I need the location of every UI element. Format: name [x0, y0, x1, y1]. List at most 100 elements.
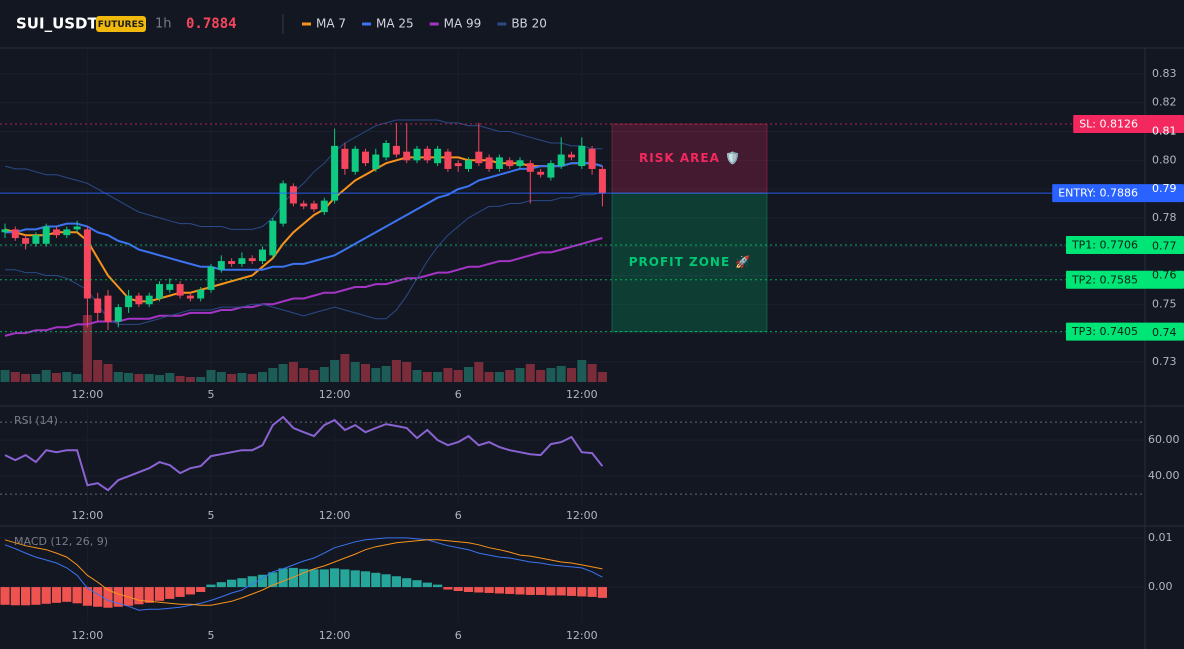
macd-histogram-bar: [577, 587, 587, 597]
macd-histogram-bar: [505, 587, 515, 594]
macd-histogram-bar: [185, 587, 195, 595]
x-tick-label: 12:00: [72, 629, 104, 642]
macd-histogram-bar: [453, 587, 463, 592]
level-tag-label: SL: 0.8126: [1079, 118, 1138, 131]
level-tag-bg: [1065, 322, 1184, 341]
macd-histogram-bar: [319, 569, 329, 588]
candle-body: [362, 151, 369, 164]
candle-body: [83, 229, 91, 299]
macd-histogram-bar: [381, 574, 391, 588]
macd-histogram-bar: [443, 587, 453, 590]
x-tick-label: 12:00: [319, 509, 351, 522]
volume-bar: [525, 364, 535, 382]
macd-histogram-bar: [196, 587, 206, 592]
volume-bar: [350, 362, 360, 382]
volume-bar: [0, 370, 10, 382]
legend-label: BB 20: [511, 17, 547, 31]
zone-label: PROFIT ZONE 🚀: [629, 255, 752, 269]
y-tick-label: 0.80: [1152, 153, 1177, 166]
level-tag: SL: 0.8126: [1073, 115, 1184, 134]
volume-bar: [361, 364, 370, 382]
macd-histogram-bar: [350, 570, 360, 588]
macd-histogram-bar: [134, 587, 144, 605]
candle-body: [217, 261, 225, 270]
volume-bar: [41, 370, 51, 382]
x-tick-label: 12:00: [319, 388, 351, 401]
macd-histogram-bar: [10, 587, 20, 606]
y-tick-label: 60.00: [1148, 433, 1180, 446]
y-tick-label: 0.74: [1152, 326, 1177, 339]
candle-body: [351, 148, 359, 172]
candle-body: [53, 229, 60, 236]
candle-body: [320, 200, 328, 213]
candle-body: [516, 160, 524, 167]
candle-body: [1, 229, 9, 233]
volume-bar: [567, 368, 576, 382]
x-tick-label: 6: [455, 629, 462, 642]
macd-histogram-bar: [433, 584, 443, 588]
candle-body: [495, 157, 503, 169]
macd-histogram-bar: [72, 587, 82, 604]
macd-histogram-bar: [278, 568, 288, 588]
x-tick-label: 12:00: [319, 629, 351, 642]
candle-body: [598, 168, 606, 194]
volume-bar: [124, 373, 134, 382]
volume-bar: [433, 372, 443, 382]
volume-bar: [196, 377, 206, 382]
macd-histogram-bar: [422, 582, 432, 588]
macd-histogram-bar: [412, 580, 422, 588]
y-tick-label: 0.77: [1152, 240, 1177, 253]
macd-histogram-bar: [340, 569, 350, 588]
candle-body: [578, 145, 586, 167]
volume-bar: [330, 360, 340, 382]
volume-bar: [206, 370, 216, 382]
candle-body: [114, 307, 122, 322]
y-tick-label: 0.75: [1152, 297, 1177, 310]
volume-bar: [443, 368, 453, 382]
candle-body: [506, 160, 514, 167]
volume-bar: [103, 364, 113, 382]
candle-body: [289, 186, 297, 204]
volume-bar: [268, 368, 278, 382]
y-tick-label: 0.00: [1148, 580, 1173, 593]
candle-body: [372, 154, 380, 169]
macd-histogram-bar: [494, 587, 504, 594]
macd-histogram-bar: [474, 587, 484, 593]
y-tick-label: 0.78: [1152, 211, 1177, 224]
x-tick-label: 12:00: [566, 388, 598, 401]
last-price: 0.7884: [186, 16, 237, 32]
y-tick-label: 0.79: [1152, 182, 1177, 195]
volume-bar: [144, 374, 154, 382]
volume-bar: [175, 376, 185, 382]
candle-body: [475, 151, 483, 164]
x-tick-label: 12:00: [72, 509, 104, 522]
candle-body: [22, 238, 30, 244]
macd-histogram-bar: [103, 587, 113, 608]
level-tag: ENTRY: 0.7886: [1052, 184, 1184, 203]
level-tag-bg: [1073, 115, 1184, 134]
candle-body: [248, 258, 256, 262]
volume-bar: [62, 372, 72, 382]
level-tag-label: TP3: 0.7405: [1071, 325, 1138, 338]
legend-label: MA 7: [316, 17, 346, 31]
macd-histogram-bar: [360, 571, 371, 588]
candle-body: [166, 284, 174, 290]
y-tick-label: 0.76: [1152, 268, 1177, 281]
volume-bar: [422, 372, 432, 382]
macd-histogram-bar: [299, 568, 309, 588]
candle-body: [279, 183, 287, 224]
candle-body: [11, 229, 19, 239]
volume-bar: [319, 367, 329, 382]
interval: 1h: [155, 17, 172, 32]
candle-body: [310, 203, 318, 210]
volume-bar: [52, 373, 61, 382]
volume-bar: [237, 373, 247, 382]
y-tick-label: 0.81: [1152, 125, 1177, 138]
macd-histogram-bar: [113, 587, 123, 607]
volume-bar: [216, 372, 226, 382]
candle-body: [434, 148, 442, 164]
macd-histogram-bar: [51, 587, 62, 603]
macd-histogram-bar: [206, 584, 216, 588]
volume-bar: [31, 374, 41, 382]
